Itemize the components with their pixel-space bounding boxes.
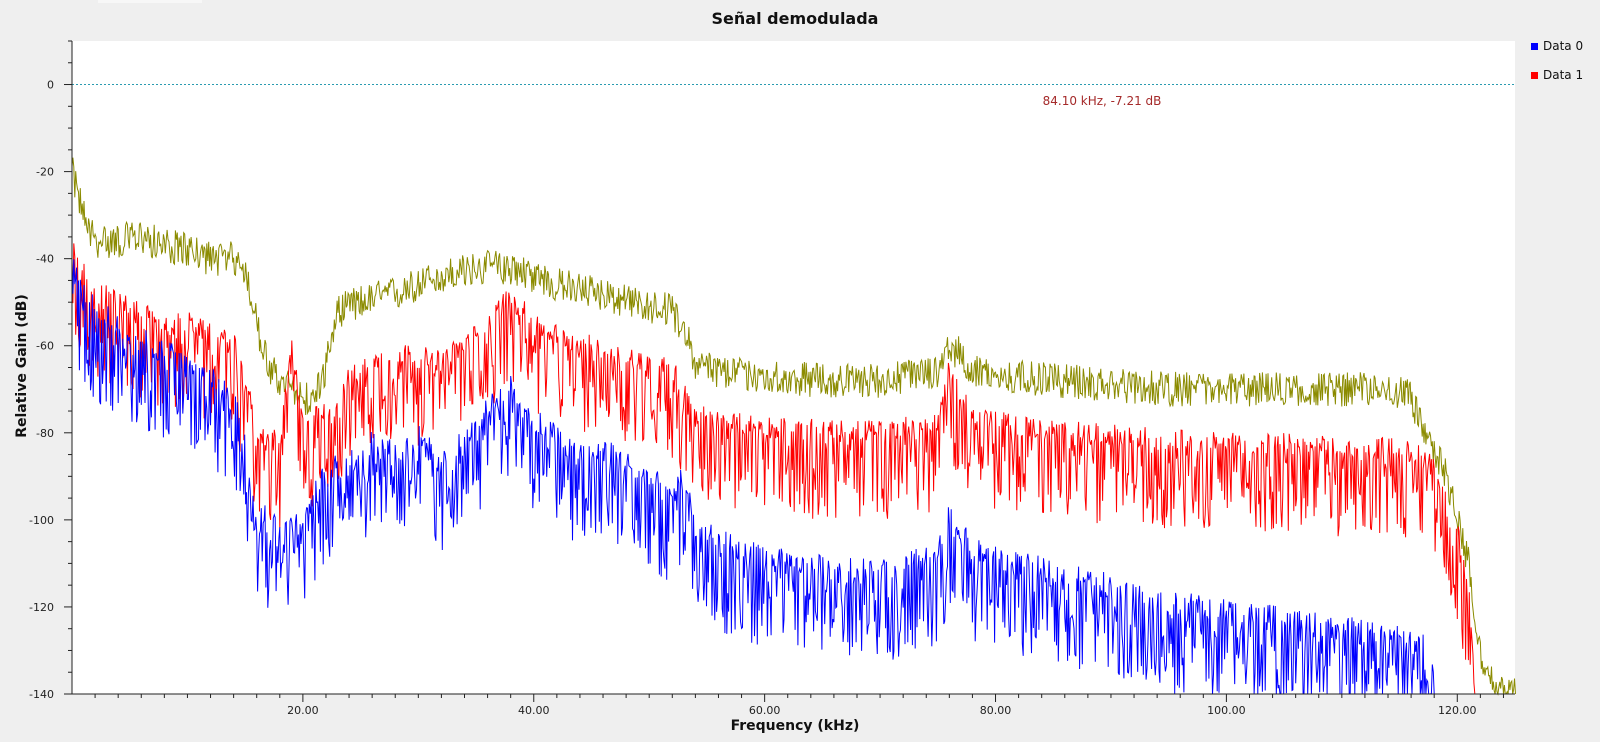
chart-title: Señal demodulada [712, 9, 879, 28]
y-tick-label: -60 [36, 340, 54, 353]
legend-swatch [1531, 43, 1538, 50]
y-tick-label: -80 [36, 427, 54, 440]
legend-label: Data 1 [1543, 68, 1583, 82]
y-tick-label: -140 [29, 688, 54, 701]
y-tick-label: -40 [36, 253, 54, 266]
plot-frame: 0 -20 -40 -60 -80 -100 -120 -140 20.00 40.00 60.00… [0, 4, 1600, 738]
legend: Data 0 Data 1 [1531, 39, 1583, 82]
series-line-1 [71, 243, 1476, 694]
x-tick-label: 20.00 [287, 704, 319, 717]
legend-label: Data 0 [1543, 39, 1583, 53]
window-tab-strip [98, 0, 202, 3]
x-tick-label: 120.00 [1438, 704, 1477, 717]
series-line-0 [71, 259, 1435, 695]
series-line-2 [71, 157, 1516, 696]
y-tick-label: -20 [36, 166, 54, 179]
x-tick-label: 80.00 [980, 704, 1012, 717]
y-tick-label: 0 [47, 79, 54, 92]
y-axis-label: Relative Gain (dB) [14, 294, 30, 438]
x-tick-label: 40.00 [518, 704, 550, 717]
x-tick-label: 100.00 [1207, 704, 1246, 717]
y-tick-label: -120 [29, 601, 54, 614]
frequency-plot[interactable]: 0 -20 -40 -60 -80 -100 -120 -140 20.00 40.00 60.00… [0, 4, 1600, 738]
x-tick-label: 60.00 [749, 704, 781, 717]
x-axis-label: Frequency (kHz) [731, 718, 860, 734]
y-tick-label: -100 [29, 514, 54, 527]
legend-swatch [1531, 72, 1538, 79]
marker-readout: 84.10 kHz, -7.21 dB [1043, 94, 1162, 108]
